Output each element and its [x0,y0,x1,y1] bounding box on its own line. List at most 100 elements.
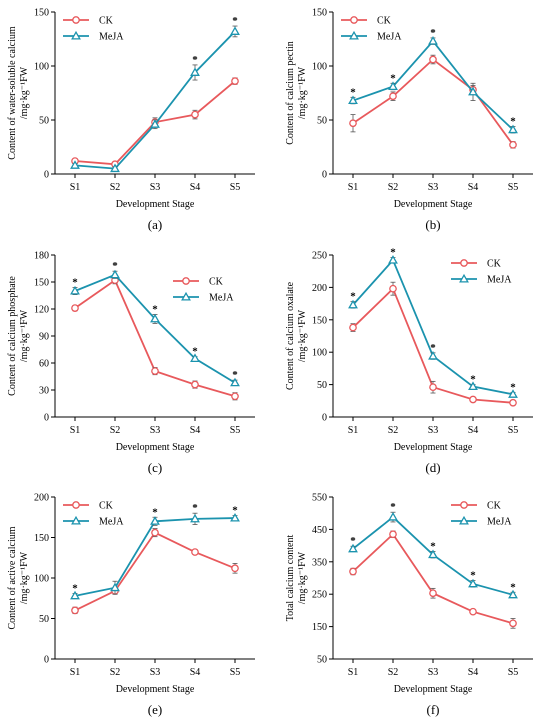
data-point-ck [191,110,199,119]
significance-star: * [430,540,436,552]
y-axis-unit: /mg·kg⁻¹FW [297,66,308,119]
significance-star: * [350,86,356,98]
data-point-meja [150,516,160,525]
significance-star: * [430,342,436,354]
significance-star: * [72,276,78,288]
chart-panel-e: 0 50 100 150 200 S1 S2 S3 S4 S5 Development Stage C… [7,493,255,717]
y-axis-unit: /mg·kg⁻¹FW [297,551,308,604]
x-tick-label: S4 [190,425,201,436]
x-tick-label: S1 [70,425,81,436]
significance-star: * [510,581,516,593]
x-tick-label: S5 [230,182,241,193]
x-tick-label: S1 [348,667,359,678]
data-point-meja [110,269,120,279]
legend-marker-ck [350,16,358,24]
y-tick-label: 150 [34,278,49,289]
y-tick-label: 200 [312,283,327,294]
data-point-ck [469,607,477,616]
data-point-ck [349,567,357,576]
series-line-meja [74,30,236,170]
data-point-ck [349,323,357,332]
significance-star: * [390,501,396,513]
panel-label: (f) [427,702,440,717]
x-tick-label: S5 [508,425,519,436]
series-line-ck [352,58,514,146]
data-point-meja [428,36,438,45]
data-point-ck [231,564,239,573]
data-point-meja [388,255,398,264]
data-point-meja [508,589,518,599]
data-point-meja [190,353,200,363]
data-point-meja [70,590,80,600]
y-tick-label: 250 [312,251,327,262]
data-point-ck [389,530,397,539]
data-point-meja [70,160,80,169]
x-axis-title: Development Stage [116,199,195,210]
significance-star: * [232,505,238,517]
data-point-ck [509,140,517,149]
data-point-ck [151,528,159,537]
significance-star: * [510,115,516,127]
legend-marker-meja [459,273,469,283]
y-tick-label: 50 [317,655,327,666]
y-tick-label: 50 [39,116,49,127]
legend-label-meja: MeJA [487,275,512,286]
data-point-ck [509,398,517,407]
x-tick-label: S4 [190,667,201,678]
y-tick-label: 250 [312,590,327,601]
x-tick-label: S1 [70,667,81,678]
x-tick-label: S4 [468,425,479,436]
y-axis-unit: /mg·kg⁻¹FW [19,551,30,604]
data-point-meja [150,313,160,323]
legend-label-ck: CK [377,16,392,27]
x-tick-label: S3 [428,667,439,678]
significance-star: * [232,15,238,27]
data-point-ck [151,367,159,375]
data-point-ck [191,380,199,389]
legend-marker-ck [182,277,190,285]
x-tick-label: S2 [388,425,399,436]
data-point-meja [508,389,518,398]
data-point-meja [190,67,200,76]
legend-marker-meja [181,291,191,301]
chart-panel-a: 0 50 100 150 S1 S2 S3 S4 S5 Development Stage Cont… [7,8,255,232]
x-tick-label: S2 [110,425,121,436]
data-point-meja [388,511,398,521]
y-tick-label: 450 [312,525,327,536]
data-point-meja [388,81,398,91]
significance-star: * [430,27,436,39]
y-tick-label: 60 [39,359,49,370]
legend-label-meja: MeJA [99,517,124,528]
y-axis-title: Content of calcium phosphate [7,276,18,396]
data-point-meja [428,549,438,559]
panel-label: (b) [425,217,440,232]
panel-label: (e) [148,702,162,717]
x-axis-title: Development Stage [116,442,195,453]
y-axis-title: Content of calcium oxalate [285,281,296,390]
y-tick-label: 0 [322,413,327,424]
data-point-meja [150,119,160,128]
y-axis-title: Content of active calcium [7,526,18,629]
y-tick-label: 150 [312,315,327,326]
data-point-ck [389,92,397,101]
y-axis-title: Content of water-soluble calcium [7,26,18,160]
data-point-ck [469,395,477,404]
y-tick-label: 0 [322,170,327,181]
legend-marker-meja [71,30,81,40]
x-axis-title: Development Stage [394,684,473,695]
y-tick-label: 150 [312,622,327,633]
x-tick-label: S5 [508,667,519,678]
legend-label-ck: CK [99,501,114,512]
x-tick-label: S3 [428,182,439,193]
x-tick-label: S3 [150,667,161,678]
significance-star: * [390,247,396,259]
data-point-meja [348,543,358,553]
chart-panel-b: 0 50 100 150 S1 S2 S3 S4 S5 Development Stage Cont… [285,8,533,232]
data-point-meja [468,381,478,391]
data-point-meja [348,299,358,309]
significance-star: * [192,54,198,66]
data-point-meja [190,513,200,523]
x-tick-label: S1 [70,182,81,193]
x-tick-label: S4 [468,182,479,193]
